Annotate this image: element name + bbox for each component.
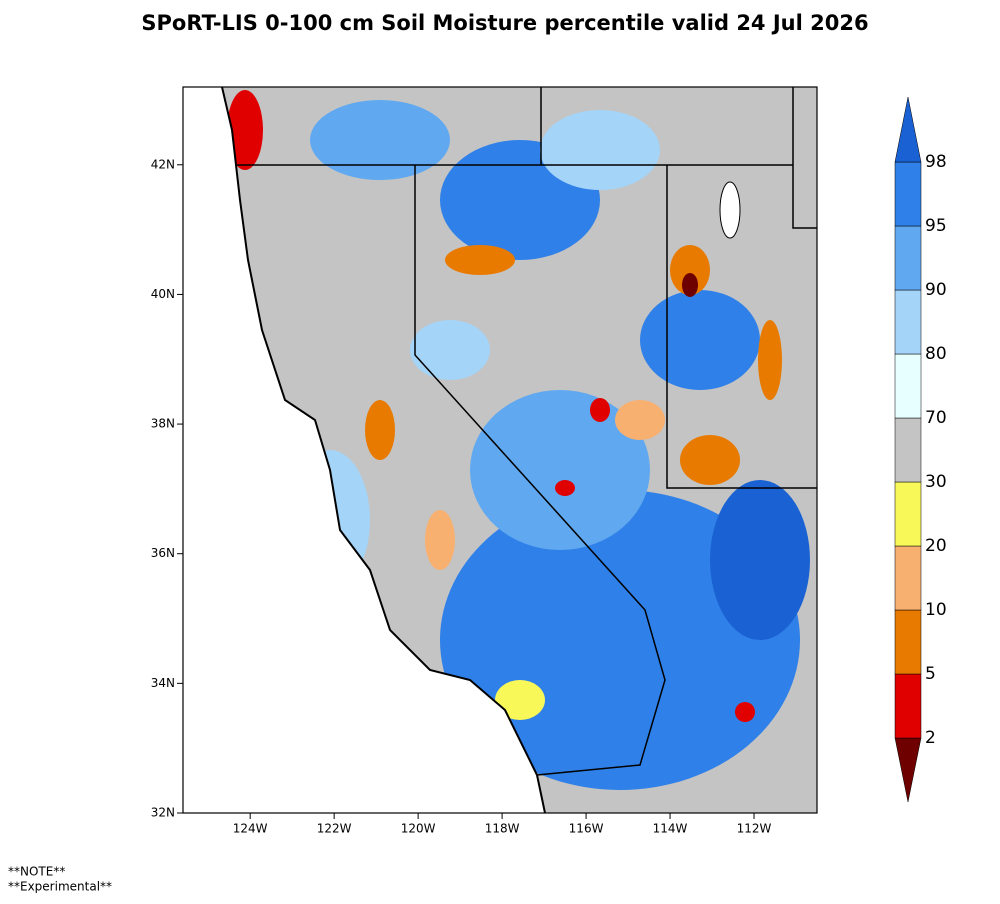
x-tick-label: 112W bbox=[737, 822, 772, 836]
x-tick-label: 116W bbox=[569, 822, 604, 836]
colorbar-box bbox=[894, 481, 922, 547]
x-tick-label: 114W bbox=[653, 822, 688, 836]
colorbar-label: 98 bbox=[925, 152, 947, 172]
colorbar-label: 70 bbox=[925, 408, 947, 428]
frame bbox=[182, 86, 818, 814]
x-tick-label: 122W bbox=[317, 822, 352, 836]
colorbar-label: 5 bbox=[925, 664, 936, 684]
colorbar-label: 80 bbox=[925, 344, 947, 364]
x-tick-label: 120W bbox=[401, 822, 436, 836]
colorbar-box bbox=[894, 545, 922, 611]
colorbar-label: 90 bbox=[925, 280, 947, 300]
colorbar-low-extend bbox=[894, 737, 922, 803]
coastline bbox=[221, 86, 546, 814]
colorbar-box bbox=[894, 225, 922, 291]
y-tick-label: 40N bbox=[151, 287, 175, 301]
soil-moisture-field bbox=[222, 87, 817, 813]
y-tick-label: 32N bbox=[151, 806, 175, 820]
y-tick-label: 42N bbox=[151, 157, 175, 171]
title: SPoRT-LIS 0-100 cm Soil Moisture percent… bbox=[141, 11, 868, 35]
great-salt-lake bbox=[719, 181, 741, 239]
map bbox=[182, 86, 818, 814]
colorbar-label: 10 bbox=[925, 600, 947, 620]
note: **Experimental** bbox=[8, 880, 112, 894]
colorbar-box bbox=[894, 289, 922, 355]
y-tick-label: 36N bbox=[151, 546, 175, 560]
x-tick-label: 124W bbox=[233, 822, 268, 836]
colorbar-box bbox=[894, 353, 922, 419]
colorbar-label: 30 bbox=[925, 472, 947, 492]
colorbar-box bbox=[894, 417, 922, 483]
x-tick-label: 118W bbox=[485, 822, 520, 836]
colorbar-label: 2 bbox=[925, 728, 936, 748]
colorbar-label: 95 bbox=[925, 216, 947, 236]
y-tick-label: 34N bbox=[151, 676, 175, 690]
colorbar-box bbox=[894, 609, 922, 675]
y-tick-label: 38N bbox=[151, 417, 175, 431]
note: **NOTE** bbox=[8, 865, 65, 879]
colorbar-box bbox=[894, 673, 922, 739]
state-borders bbox=[237, 87, 817, 776]
colorbar-high-extend bbox=[894, 96, 922, 163]
colorbar-label: 20 bbox=[925, 536, 947, 556]
colorbar-box bbox=[894, 161, 922, 227]
